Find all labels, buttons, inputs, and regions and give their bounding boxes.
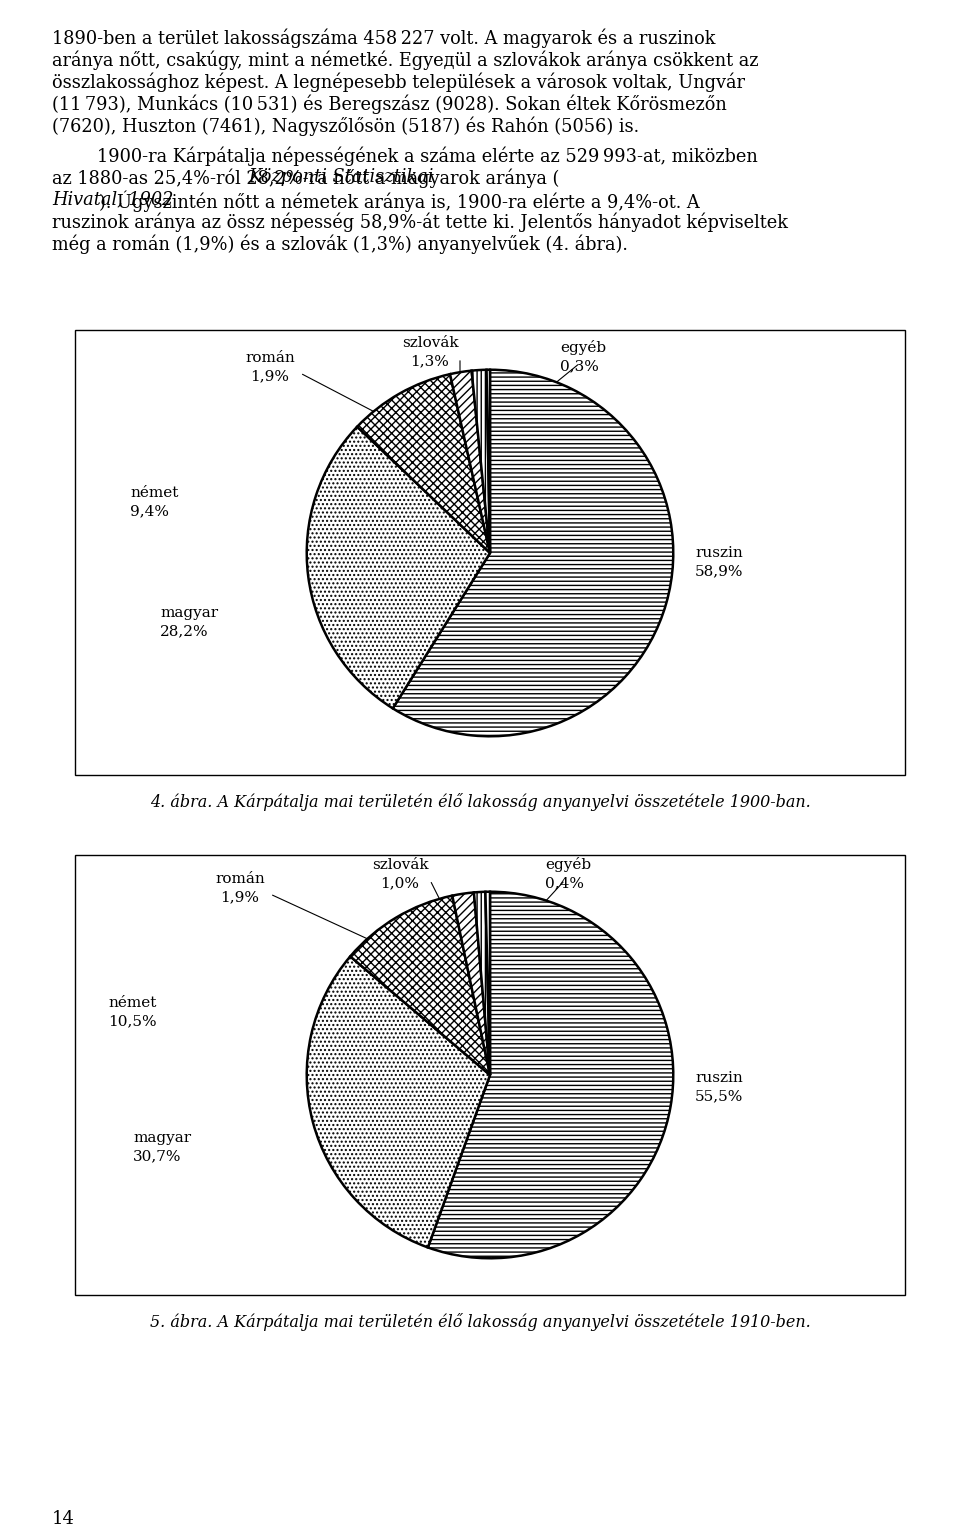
Text: ruszin: ruszin: [695, 1072, 743, 1085]
Text: aránya nőtt, csakúgy, mint a németké. Egyeдül a szlovákok aránya csökkent az: aránya nőtt, csakúgy, mint a németké. Eg…: [52, 51, 758, 69]
Wedge shape: [450, 371, 490, 553]
Text: összlakossághoz képest. A legnépesebb települések a városok voltak, Ungvár: összlakossághoz képest. A legnépesebb te…: [52, 72, 745, 92]
Text: 30,7%: 30,7%: [133, 1150, 181, 1164]
Text: magyar: magyar: [133, 1131, 191, 1145]
Text: 0,3%: 0,3%: [560, 359, 599, 373]
Bar: [75, 330, 905, 776]
Text: (7620), Huszton (7461), Nagyszőlősön (5187) és Rahón (5056) is.: (7620), Huszton (7461), Nagyszőlősön (51…: [52, 117, 639, 135]
Bar: [75, 855, 905, 1295]
Text: 1,9%: 1,9%: [251, 369, 290, 383]
Text: szlovák: szlovák: [401, 336, 458, 350]
Text: 4. ábra. A Kárpátalja mai területén élő lakosság anyanyelvi összetétele 1900-ban: 4. ábra. A Kárpátalja mai területén élő …: [150, 793, 810, 811]
Text: 58,9%: 58,9%: [695, 564, 743, 578]
Wedge shape: [471, 369, 490, 553]
Text: német: német: [108, 996, 156, 1010]
Text: Központi Statisztikai: Központi Statisztikai: [249, 169, 434, 185]
Text: 5. ábra. A Kárpátalja mai területén élő lakosság anyanyelvi összetétele 1910-ben: 5. ábra. A Kárpátalja mai területén élő …: [150, 1312, 810, 1331]
Text: ). Úgyszintén nőtt a németek aránya is, 1900-ra elérte a 9,4%-ot. A: ). Úgyszintén nőtt a németek aránya is, …: [99, 190, 700, 212]
Wedge shape: [474, 892, 490, 1075]
Wedge shape: [486, 892, 490, 1075]
Text: ruszinok aránya az össz népesség 58,9%-át tette ki. Jelentős hányadot képviselte: ruszinok aránya az össz népesség 58,9%-á…: [52, 212, 788, 231]
Wedge shape: [393, 369, 673, 736]
Wedge shape: [350, 895, 490, 1075]
Text: 1,9%: 1,9%: [221, 891, 259, 904]
Text: Hivatal, 1902: Hivatal, 1902: [52, 190, 174, 208]
Text: 1,3%: 1,3%: [411, 354, 449, 368]
Text: egyéb: egyéb: [560, 340, 606, 356]
Text: 1900-ra Kárpátalja népességének a száma elérte az 529 993-at, miközben: 1900-ra Kárpátalja népességének a száma …: [52, 146, 757, 166]
Text: román: román: [215, 872, 265, 886]
Text: 14: 14: [52, 1510, 75, 1528]
Text: német: német: [130, 486, 179, 500]
Text: (11 793), Munkács (10 531) és Beregszász (9028). Sokan éltek Kőrösmezőn: (11 793), Munkács (10 531) és Beregszász…: [52, 94, 727, 113]
Wedge shape: [357, 374, 490, 553]
Text: 0,4%: 0,4%: [545, 875, 584, 891]
Text: 9,4%: 9,4%: [130, 504, 169, 518]
Text: szlovák: szlovák: [372, 858, 428, 872]
Text: 28,2%: 28,2%: [160, 624, 208, 638]
Text: még a román (1,9%) és a szlovák (1,3%) anyanyelvűek (4. ábra).: még a román (1,9%) és a szlovák (1,3%) a…: [52, 235, 628, 253]
Text: 10,5%: 10,5%: [108, 1013, 156, 1029]
Text: ruszin: ruszin: [695, 546, 743, 560]
Text: 55,5%: 55,5%: [695, 1088, 743, 1104]
Text: 1,0%: 1,0%: [380, 875, 420, 891]
Wedge shape: [428, 892, 673, 1259]
Text: 1890-ben a terület lakosságszáma 458 227 volt. A magyarok és a ruszinok: 1890-ben a terület lakosságszáma 458 227…: [52, 28, 715, 48]
Text: egyéb: egyéb: [545, 857, 591, 872]
Wedge shape: [452, 892, 490, 1075]
Wedge shape: [307, 957, 490, 1248]
Text: magyar: magyar: [160, 606, 218, 619]
Text: román: román: [245, 351, 295, 365]
Wedge shape: [307, 426, 490, 708]
Text: az 1880-as 25,4%-ról 28,2%-ra nőtt a magyarok aránya (: az 1880-as 25,4%-ról 28,2%-ra nőtt a mag…: [52, 169, 560, 187]
Wedge shape: [487, 369, 490, 553]
